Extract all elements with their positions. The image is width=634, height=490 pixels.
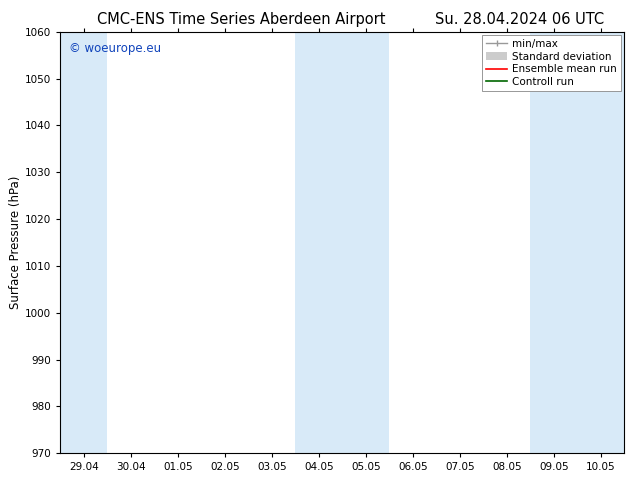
- Bar: [295, 32, 342, 453]
- Text: © woeurope.eu: © woeurope.eu: [68, 43, 161, 55]
- Legend: min/max, Standard deviation, Ensemble mean run, Controll run: min/max, Standard deviation, Ensemble me…: [482, 35, 621, 91]
- Y-axis label: Surface Pressure (hPa): Surface Pressure (hPa): [9, 176, 22, 309]
- Text: Su. 28.04.2024 06 UTC: Su. 28.04.2024 06 UTC: [436, 12, 604, 27]
- Bar: [342, 32, 389, 453]
- Bar: [60, 32, 107, 453]
- Text: CMC-ENS Time Series Aberdeen Airport: CMC-ENS Time Series Aberdeen Airport: [96, 12, 385, 27]
- Bar: [531, 32, 578, 453]
- Bar: [578, 32, 624, 453]
